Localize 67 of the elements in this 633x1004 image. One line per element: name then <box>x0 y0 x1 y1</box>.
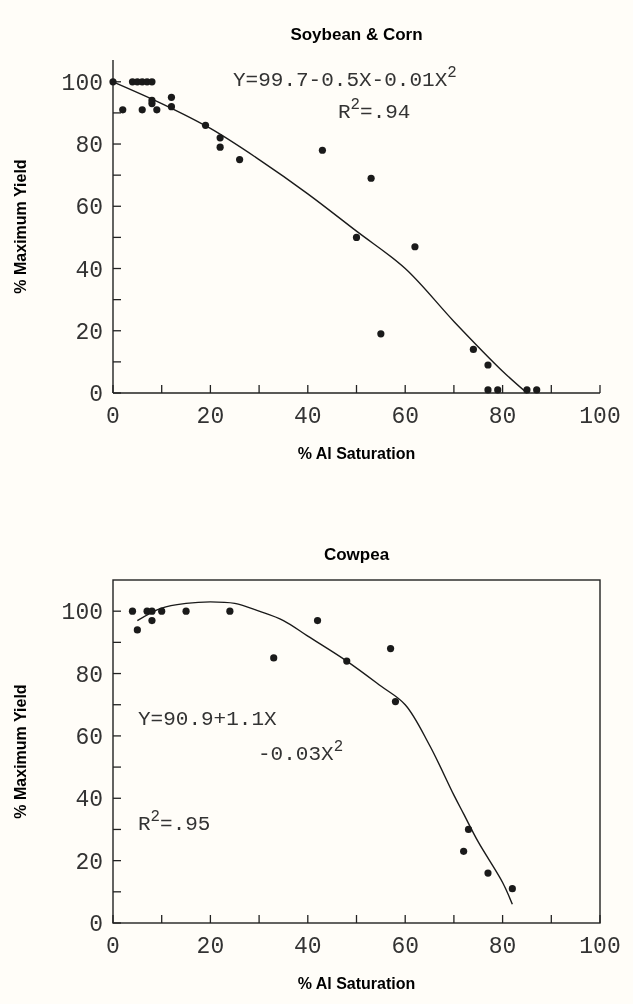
x-tick-label: 40 <box>294 934 322 960</box>
point <box>133 626 141 634</box>
annotation: Y=99.7-0.5X-0.01X$^{2}$ <box>233 64 457 92</box>
point <box>352 233 361 241</box>
point <box>460 847 468 855</box>
point <box>508 885 516 893</box>
annotation: R$^{2}$=.95 <box>138 808 211 836</box>
y-tick-label: 80 <box>75 133 103 160</box>
point <box>109 78 117 86</box>
point <box>167 93 176 101</box>
x-tick-label: 60 <box>391 404 419 430</box>
point <box>128 607 137 615</box>
point <box>469 345 477 354</box>
line-series <box>136 601 514 905</box>
x-axis-title: % Al Saturation <box>297 445 416 462</box>
annotation: R$^{2}$=.94 <box>338 96 411 124</box>
x-tick-label: 80 <box>488 934 517 960</box>
point <box>411 243 419 251</box>
y-tick-label: 100 <box>61 70 103 97</box>
y-axis-title: % Maximum Yield <box>12 159 29 294</box>
x-axis-title: % Al Saturation <box>297 975 416 992</box>
x-tick-label: 80 <box>488 404 517 430</box>
x-tick-label: 40 <box>294 404 322 430</box>
point <box>484 386 492 394</box>
y-tick-label: 40 <box>75 257 103 284</box>
point <box>182 607 190 615</box>
chart-title: Cowpea <box>323 545 390 564</box>
point <box>391 698 400 706</box>
y-axis-title: % Maximum Yield <box>12 684 29 819</box>
point <box>148 78 156 86</box>
point <box>226 607 234 615</box>
point <box>236 155 244 164</box>
chart-title: Soybean & Corn <box>290 25 423 44</box>
x-tick-label: 20 <box>196 934 225 960</box>
y-tick-label: 60 <box>75 195 103 222</box>
annotation: Y=90.9+1.1X <box>138 708 278 731</box>
point <box>494 386 502 394</box>
annotation: -0.03X$^{2}$ <box>258 738 344 766</box>
x-tick-label: 100 <box>579 934 621 960</box>
point <box>153 106 161 114</box>
point <box>148 616 156 625</box>
point <box>484 361 492 369</box>
point <box>367 174 375 182</box>
y-tick-label: 20 <box>75 849 103 876</box>
x-tick-label: 100 <box>579 404 621 430</box>
point <box>377 330 385 338</box>
y-tick-label: 20 <box>75 319 103 346</box>
point <box>318 146 327 154</box>
point <box>386 645 395 653</box>
point <box>313 616 322 625</box>
point <box>484 869 492 877</box>
point <box>119 106 127 114</box>
point <box>138 106 146 114</box>
point <box>533 386 541 394</box>
point <box>270 654 278 662</box>
y-tick-label: 60 <box>75 724 103 751</box>
point <box>216 143 224 151</box>
y-tick-label: 0 <box>89 912 103 938</box>
x-tick-label: 0 <box>106 934 120 960</box>
point <box>464 825 473 834</box>
x-tick-label: 20 <box>196 404 225 430</box>
y-tick-label: 100 <box>61 600 103 627</box>
x-tick-label: 60 <box>391 934 419 960</box>
y-tick-label: 80 <box>75 662 103 689</box>
x-tick-label: 0 <box>106 404 120 430</box>
y-tick-label: 40 <box>75 787 103 814</box>
y-tick-label: 0 <box>89 382 103 408</box>
